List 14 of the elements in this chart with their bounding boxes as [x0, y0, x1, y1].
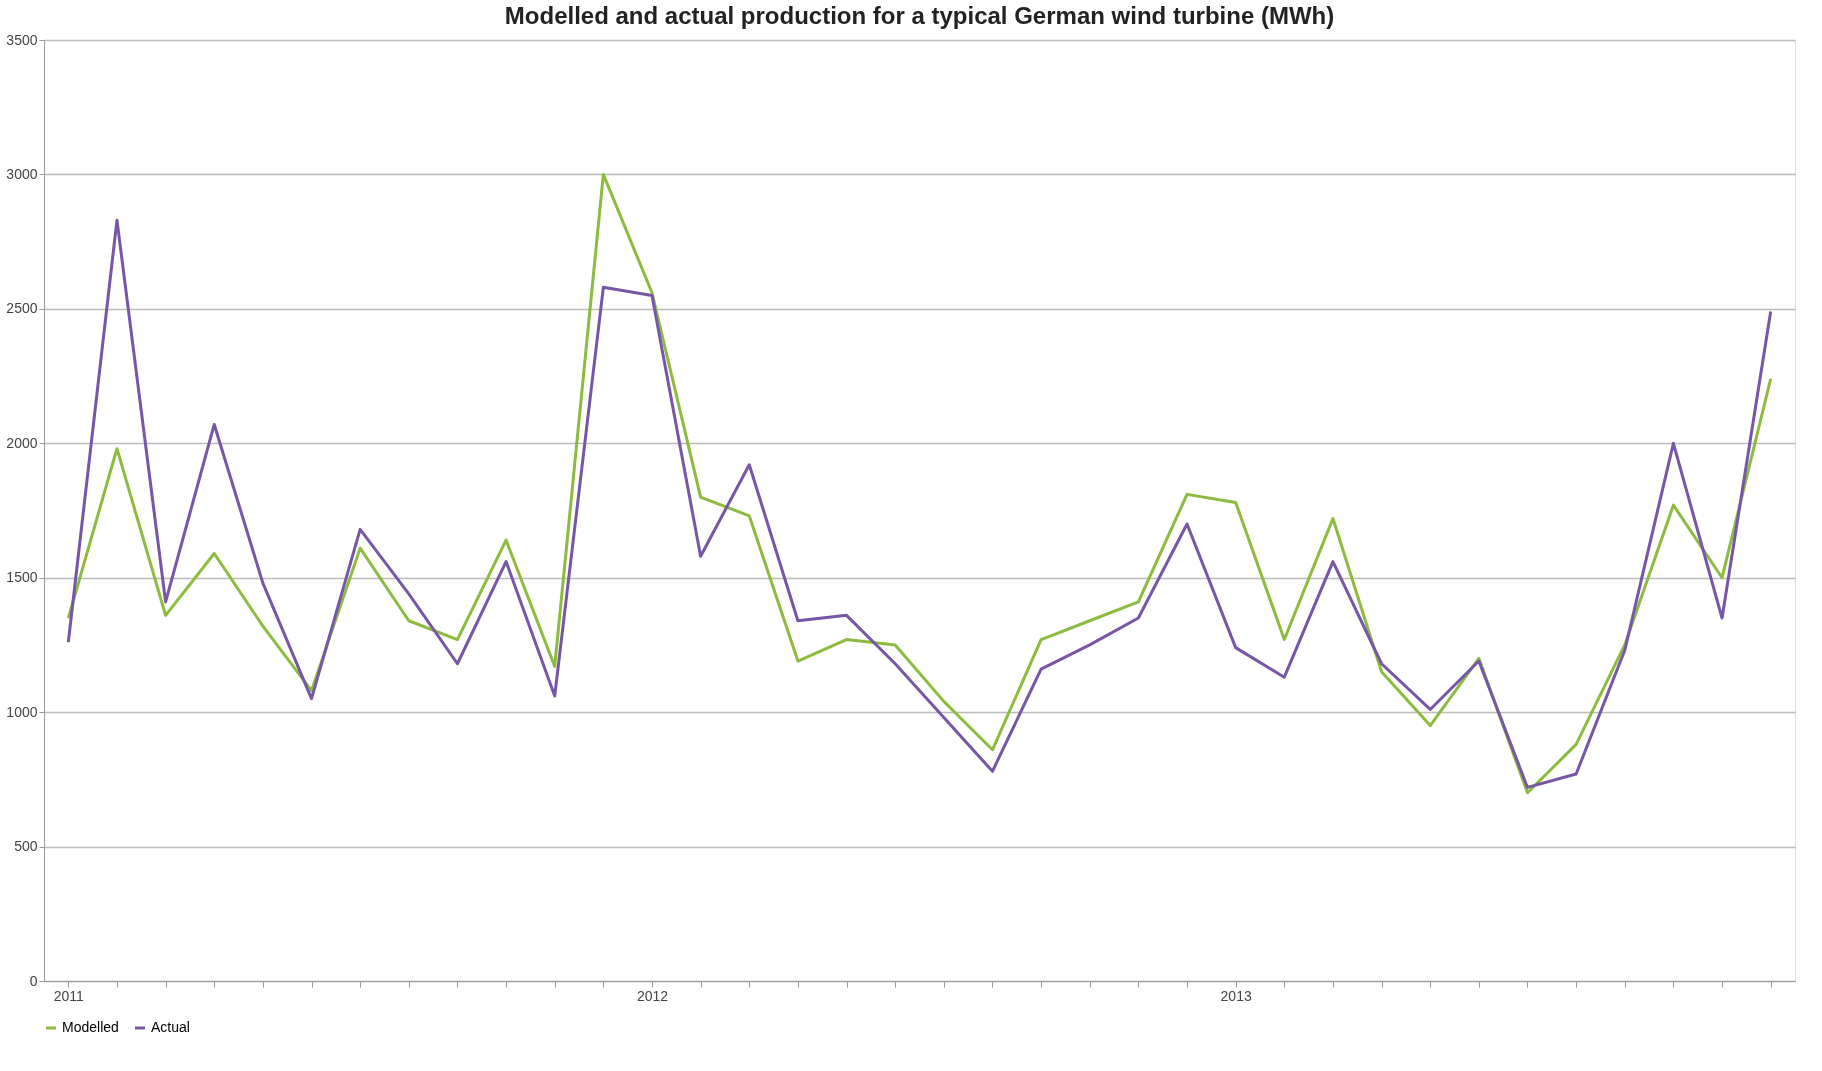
legend-label: Modelled [62, 1019, 119, 1035]
chart-title: Modelled and actual production for a typical German wind turbine (MWh) [504, 2, 1335, 29]
x-tick-label: 2011 [53, 987, 85, 1004]
y-tick-label: 2000 [6, 434, 38, 451]
y-tick-label: 2500 [6, 300, 38, 317]
y-tick-label: 0 [29, 972, 38, 989]
y-tick-label: 3000 [6, 165, 38, 182]
legend-label: Actual [151, 1019, 190, 1035]
y-tick-label: 500 [14, 838, 38, 855]
y-tick-label: 1500 [6, 569, 38, 586]
y-tick-label: 3500 [6, 31, 38, 48]
x-tick-label: 2013 [1220, 987, 1252, 1004]
x-tick-label: 2012 [636, 987, 669, 1004]
y-tick-label: 1000 [6, 703, 38, 720]
